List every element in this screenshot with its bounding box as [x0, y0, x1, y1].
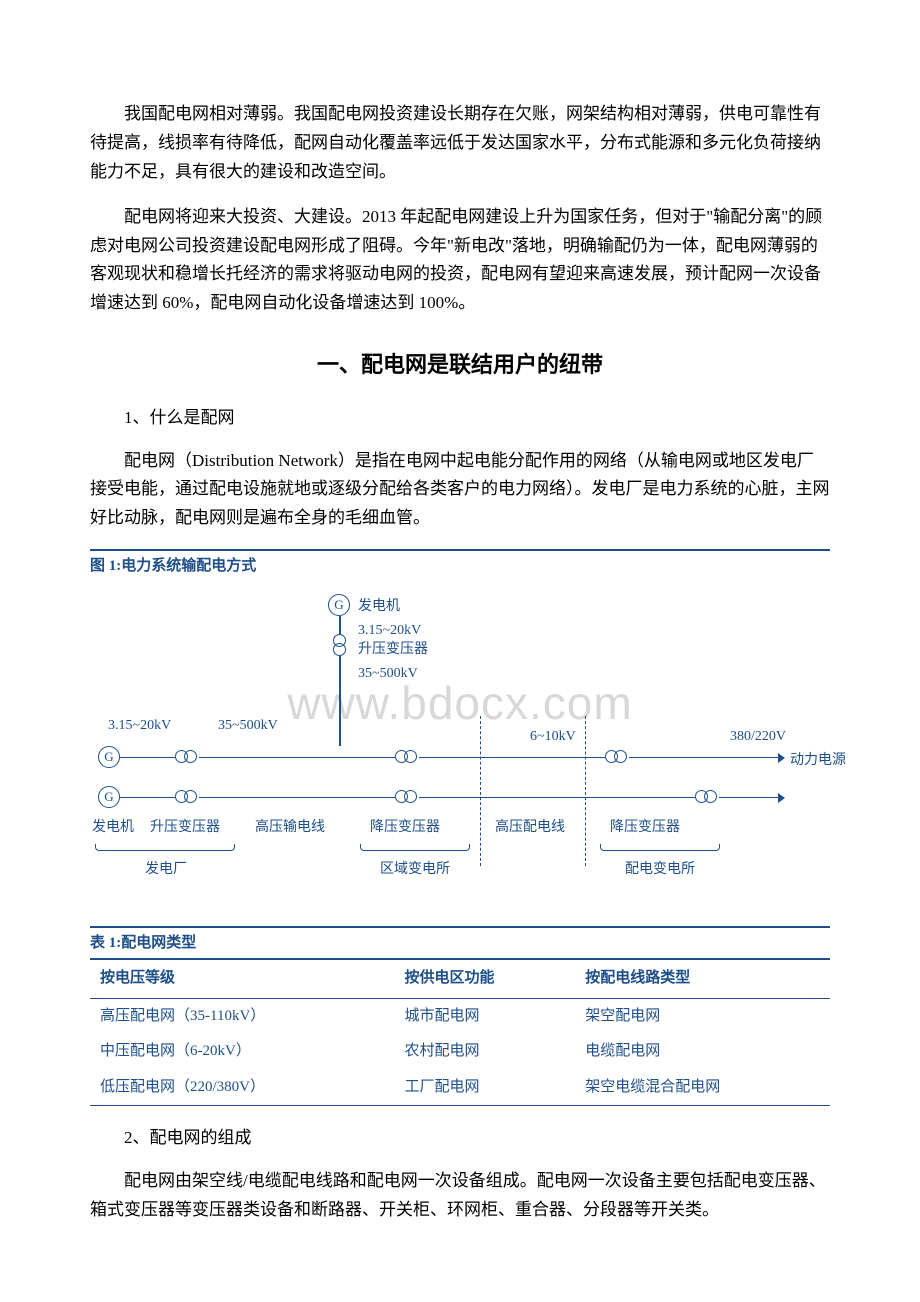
brace-plant [95, 844, 235, 851]
tx-up-top-label: 升压变压器 [358, 638, 428, 662]
subheading-1: 1、什么是配网 [90, 404, 830, 433]
line-h5 [120, 797, 175, 799]
power-source-label: 动力电源 [790, 749, 846, 773]
tx-left-1 [175, 750, 199, 764]
definition-paragraph: 配电网（Distribution Network）是指在电网中起电能分配作用的网… [90, 447, 830, 534]
cell: 低压配电网（220/380V） [90, 1070, 394, 1106]
voltage-380-220: 380/220V [730, 725, 786, 749]
voltage-35-500-mid: 35~500kV [218, 714, 278, 738]
generator-top-label: 发电机 [358, 595, 400, 619]
tx-right-1 [605, 750, 629, 764]
intro-paragraph-1: 我国配电网相对薄弱。我国配电网投资建设长期存在欠账，网架结构相对薄弱，供电可靠性… [90, 100, 830, 187]
generator-top-icon: G [328, 594, 350, 616]
tx-top-2 [333, 643, 346, 656]
dashed-2 [585, 716, 586, 866]
gen-left-1: G [98, 746, 120, 768]
tx-mid-1 [395, 750, 419, 764]
hv-line-label: 高压输电线 [255, 816, 325, 840]
line-h1 [120, 757, 175, 759]
cell: 城市配电网 [394, 998, 575, 1034]
line-h7 [419, 797, 695, 799]
table-header-row: 按电压等级 按供电区功能 按配电线路类型 [90, 960, 830, 999]
tx-mid-2 [395, 790, 419, 804]
gen-bottom-label: 发电机 [92, 816, 134, 840]
tx-up-bottom-label: 升压变压器 [150, 816, 220, 840]
table-row: 高压配电网（35-110kV） 城市配电网 架空配电网 [90, 998, 830, 1034]
region-sub-label: 区域变电所 [380, 858, 450, 882]
line-h2 [199, 757, 395, 759]
dashed-1 [480, 716, 481, 866]
composition-paragraph: 配电网由架空线/电缆配电线路和配电网一次设备组成。配电网一次设备主要包括配电变压… [90, 1167, 830, 1225]
distribution-type-table: 按电压等级 按供电区功能 按配电线路类型 高压配电网（35-110kV） 城市配… [90, 959, 830, 1106]
cell: 中压配电网（6-20kV） [90, 1034, 394, 1070]
line-h4 [629, 757, 779, 759]
line-v3 [339, 676, 341, 746]
brace-dist [600, 844, 720, 851]
brace-region [360, 844, 470, 851]
cell: 架空电缆混合配电网 [575, 1070, 830, 1106]
tx-left-2 [175, 790, 199, 804]
figure-1-diagram: www.bdocx.com G 发电机 3.15~20kV 升压变压器 35~5… [90, 586, 830, 916]
cell: 工厂配电网 [394, 1070, 575, 1106]
line-h6 [199, 797, 395, 799]
subheading-2: 2、配电网的组成 [90, 1124, 830, 1153]
tx-down-label-2: 降压变压器 [610, 816, 680, 840]
cell: 高压配电网（35-110kV） [90, 998, 394, 1034]
hv-dist-label: 高压配电线 [495, 816, 565, 840]
voltage-6-10: 6~10kV [530, 725, 576, 749]
table-1-title: 表 1:配电网类型 [90, 926, 830, 960]
line-v2 [339, 656, 341, 676]
gen-left-2: G [98, 786, 120, 808]
voltage-35-500-top: 35~500kV [358, 662, 418, 686]
cell: 架空配电网 [575, 998, 830, 1034]
section-heading-1: 一、配电网是联结用户的纽带 [90, 346, 830, 383]
dist-sub-label: 配电变电所 [625, 858, 695, 882]
tx-down-label-1: 降压变压器 [370, 816, 440, 840]
plant-label: 发电厂 [145, 858, 187, 882]
th-line-type: 按配电线路类型 [575, 960, 830, 999]
th-function: 按供电区功能 [394, 960, 575, 999]
cell: 农村配电网 [394, 1034, 575, 1070]
line-h8 [719, 797, 779, 799]
th-voltage: 按电压等级 [90, 960, 394, 999]
intro-paragraph-2: 配电网将迎来大投资、大建设。2013 年起配电网建设上升为国家任务，但对于"输配… [90, 203, 830, 319]
cell: 电缆配电网 [575, 1034, 830, 1070]
voltage-3-20-left: 3.15~20kV [108, 714, 171, 738]
figure-1-title: 图 1:电力系统输配电方式 [90, 549, 830, 580]
tx-right-2 [695, 790, 719, 804]
table-row: 中压配电网（6-20kV） 农村配电网 电缆配电网 [90, 1034, 830, 1070]
table-row: 低压配电网（220/380V） 工厂配电网 架空电缆混合配电网 [90, 1070, 830, 1106]
line-h3 [419, 757, 605, 759]
line-v1 [339, 616, 341, 634]
